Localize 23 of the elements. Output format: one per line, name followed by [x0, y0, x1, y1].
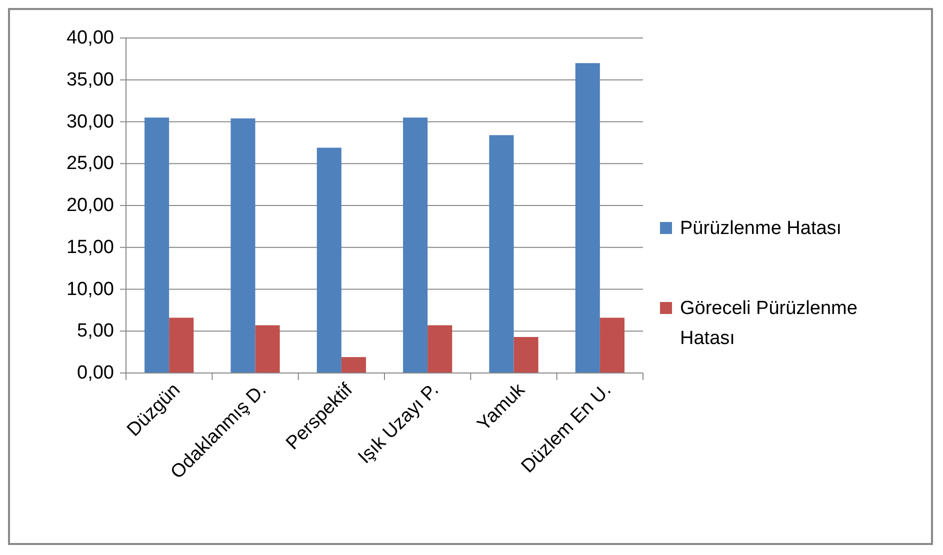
bar — [575, 63, 600, 373]
y-tick-label: 25,00 — [66, 153, 114, 174]
bar — [600, 318, 624, 373]
y-tick-label: 30,00 — [66, 111, 114, 132]
y-tick-label: 20,00 — [66, 195, 114, 216]
bar — [428, 325, 452, 373]
y-tick-label: 5,00 — [77, 320, 114, 342]
bar — [489, 135, 514, 373]
bar — [403, 118, 428, 373]
y-tick-label: 40,00 — [66, 28, 114, 48]
y-tick-label: 35,00 — [66, 69, 114, 90]
bar — [169, 318, 194, 373]
y-tick-label: 10,00 — [66, 278, 114, 300]
y-tick-label: 0,00 — [77, 362, 114, 384]
bar — [316, 148, 342, 373]
y-tick-label: 15,00 — [66, 236, 114, 258]
bar — [341, 357, 366, 373]
legend-label: Pürüzlenme Hatası — [680, 218, 842, 238]
bar — [255, 325, 280, 373]
bar — [514, 336, 538, 373]
bar — [230, 118, 256, 373]
legend-label: Göreceli Pürüzlenme Hatası — [680, 298, 858, 348]
bar — [144, 118, 170, 373]
